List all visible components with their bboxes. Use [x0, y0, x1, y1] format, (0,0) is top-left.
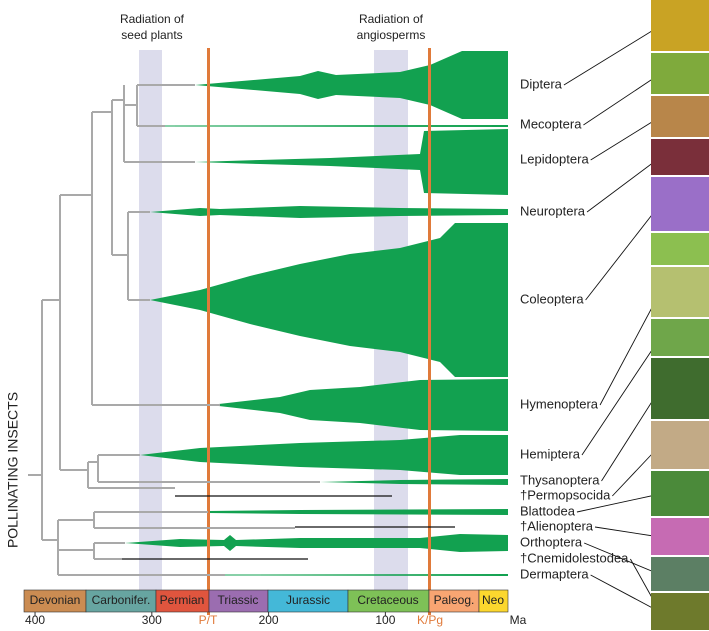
leader-line: [581, 337, 661, 456]
insect-photo: [651, 358, 709, 419]
tick-label: 100: [375, 613, 395, 627]
insect-photo: [651, 233, 709, 265]
insect-photo: [651, 267, 709, 317]
event-label: angiosperms: [357, 28, 426, 42]
pt-line: [207, 48, 210, 615]
period-label: Triassic: [218, 593, 259, 607]
leader-line: [586, 157, 661, 213]
taxon-label: Hemiptera: [520, 446, 581, 461]
side-label: POLLINATING INSECTS: [5, 392, 21, 548]
insect-photo: [651, 0, 709, 51]
taxon-label: Dermaptera: [520, 566, 589, 581]
leader-line: [583, 73, 661, 126]
insect-photo: [651, 471, 709, 516]
diversity-spindle: [150, 223, 508, 377]
taxon-label: Blattodea: [520, 503, 576, 518]
taxon-label: Coleoptera: [520, 291, 584, 306]
taxon-label: †Cnemidolestodea: [520, 550, 629, 565]
leader-line: [590, 574, 661, 613]
leader-line: [601, 388, 661, 482]
diversity-spindle: [165, 125, 508, 127]
period-label: Jurassic: [286, 593, 330, 607]
leader-line: [583, 542, 661, 575]
leader-line: [590, 116, 661, 161]
period-label: Neo: [482, 593, 504, 607]
axis-unit: Ma: [510, 613, 527, 627]
period-label: Carbonifer.: [92, 593, 151, 607]
tick-label: 400: [25, 613, 45, 627]
diversity-spindle: [210, 379, 508, 431]
insect-photo: [651, 139, 709, 175]
diversity-spindle: [225, 574, 508, 576]
boundary-label: K/Pg: [417, 613, 443, 627]
diversity-spindle: [320, 479, 508, 485]
taxon-label: †Alienoptera: [520, 518, 594, 533]
period-label: Paleog.: [434, 593, 475, 607]
kpg-line: [428, 48, 431, 615]
taxon-label: Mecoptera: [520, 116, 582, 131]
diversity-spindle: [125, 534, 508, 552]
period-label: Permian: [160, 593, 205, 607]
insect-photo: [651, 177, 709, 231]
insect-photo: [651, 421, 709, 469]
taxon-label: Neuroptera: [520, 203, 586, 218]
insect-photo: [651, 96, 709, 137]
insect-photo: [651, 593, 709, 630]
leader-line: [594, 526, 661, 538]
taxon-label: Diptera: [520, 76, 563, 91]
insect-photo: [651, 53, 709, 94]
diversity-spindle: [195, 129, 508, 195]
period-bar: [23, 589, 509, 613]
diversity-spindle: [195, 51, 508, 119]
diversity-spindle: [150, 206, 508, 218]
event-label: Radiation of: [359, 12, 424, 26]
diversity-spindle: [208, 509, 508, 515]
tick-label: 300: [142, 613, 162, 627]
period-label: Devonian: [30, 593, 81, 607]
seed-plant-band: [139, 50, 162, 590]
period-label: Cretaceous: [357, 593, 418, 607]
taxon-label: Thysanoptera: [520, 472, 600, 487]
taxon-label: Lepidoptera: [520, 151, 589, 166]
leader-line: [563, 25, 661, 86]
taxon-label: Orthoptera: [520, 534, 583, 549]
event-label: Radiation of: [120, 12, 185, 26]
leader-line: [585, 204, 661, 301]
event-label: seed plants: [121, 28, 182, 42]
leader-line: [576, 493, 661, 513]
leader-line: [599, 292, 661, 406]
boundary-label: P/T: [199, 613, 218, 627]
tick-label: 200: [259, 613, 279, 627]
taxon-label: Hymenoptera: [520, 396, 599, 411]
insect-photo: [651, 518, 709, 555]
tree: [28, 84, 320, 576]
taxon-label: †Permopsocida: [520, 487, 611, 502]
diversity-spindle: [140, 435, 508, 475]
insect-photo: [651, 319, 709, 356]
insect-photo: [651, 557, 709, 591]
